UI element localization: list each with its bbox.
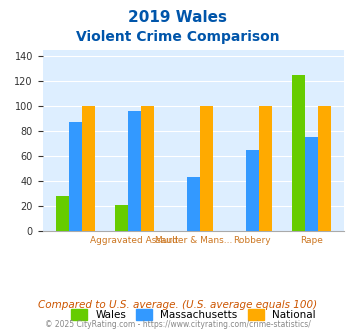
Bar bbox=[318, 106, 331, 231]
Text: © 2025 CityRating.com - https://www.cityrating.com/crime-statistics/: © 2025 CityRating.com - https://www.city… bbox=[45, 320, 310, 329]
Bar bbox=[128, 111, 141, 231]
Bar bbox=[187, 177, 200, 231]
Bar bbox=[141, 106, 154, 231]
Legend: Wales, Massachusetts, National: Wales, Massachusetts, National bbox=[67, 305, 320, 324]
Bar bbox=[82, 106, 95, 231]
Bar bbox=[246, 149, 259, 231]
Bar bbox=[69, 122, 82, 231]
Bar bbox=[56, 196, 69, 231]
Bar bbox=[259, 106, 272, 231]
Text: Compared to U.S. average. (U.S. average equals 100): Compared to U.S. average. (U.S. average … bbox=[38, 300, 317, 310]
Text: Violent Crime Comparison: Violent Crime Comparison bbox=[76, 30, 279, 44]
Text: 2019 Wales: 2019 Wales bbox=[128, 10, 227, 25]
Bar bbox=[292, 75, 305, 231]
Bar bbox=[115, 205, 128, 231]
Bar bbox=[305, 137, 318, 231]
Bar bbox=[200, 106, 213, 231]
